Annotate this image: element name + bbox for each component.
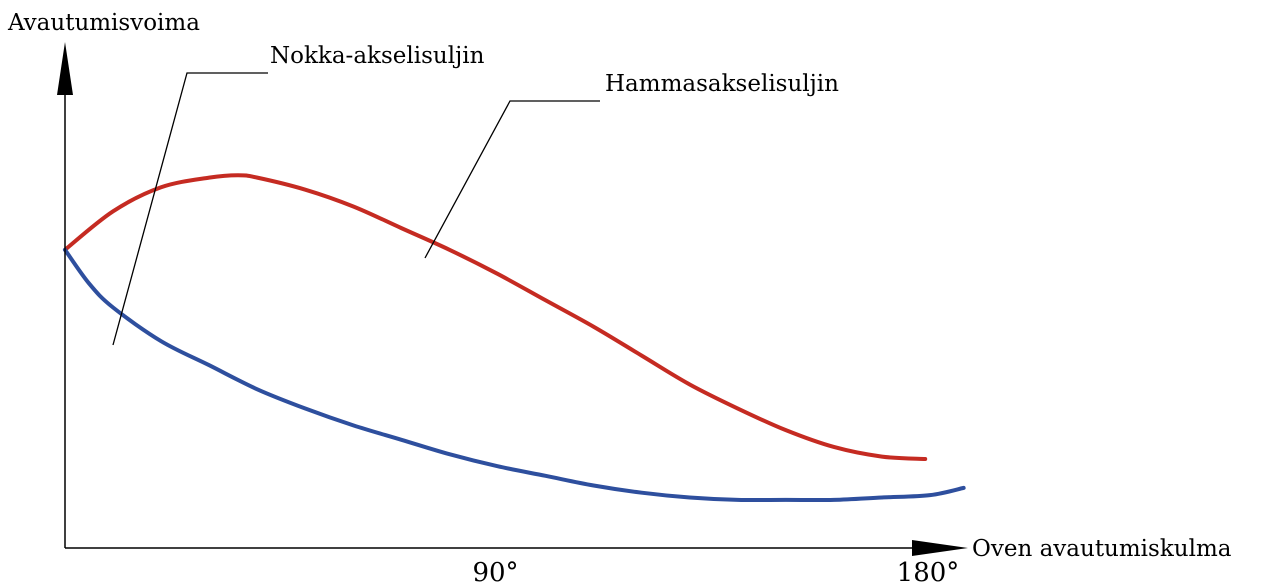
x-axis-arrow — [912, 540, 968, 556]
nokka-akselisuljin-line — [63, 247, 966, 503]
hammasakselisuljin-annotation: Hammasakselisuljin — [605, 71, 839, 97]
text-layer: Avautumisvoima Oven avautumiskulma 90° 18… — [7, 10, 1232, 585]
hammasakselisuljin-leader-line — [424, 100, 600, 259]
x-tick-label: 180° — [897, 558, 960, 585]
nokka-akselisuljin-annotation: Nokka-akselisuljin — [270, 43, 485, 69]
y-axis-label: Avautumisvoima — [7, 10, 200, 36]
y-axis-arrow — [57, 42, 73, 95]
x-tick-label: 90° — [472, 558, 518, 585]
axes-layer — [57, 42, 968, 556]
leader-layer — [112, 72, 600, 346]
hammasakselisuljin-line — [63, 173, 928, 462]
series-layer — [63, 173, 966, 503]
x-axis-label: Oven avautumiskulma — [972, 536, 1232, 562]
nokka-akselisuljin-leader-line — [112, 72, 268, 346]
